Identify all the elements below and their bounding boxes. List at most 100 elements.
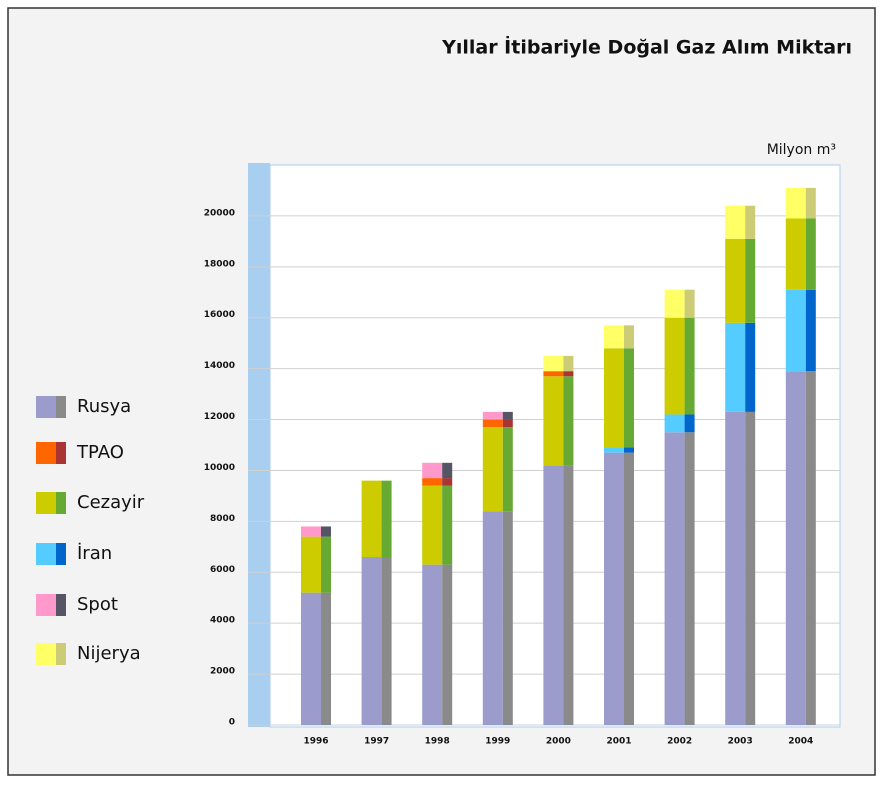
bar-face: [684, 414, 695, 433]
legend-label: Spot: [77, 594, 118, 615]
bar-face: [624, 325, 634, 349]
bar-face: [604, 452, 624, 725]
bar-segment: [422, 478, 453, 486]
bar-face: [442, 462, 453, 479]
y-tick-label: 12000: [204, 412, 235, 422]
bar-segment: [785, 218, 816, 290]
x-tick-label: 2000: [546, 737, 571, 747]
bar-face: [624, 447, 634, 453]
y-tick-label: 10000: [204, 463, 235, 473]
bar-face: [805, 187, 816, 219]
bar-segment: [422, 462, 453, 479]
bar-segment: [543, 371, 574, 377]
bar-face: [805, 289, 816, 372]
y-tick-label: 20000: [204, 208, 235, 218]
legend-label: Cezayir: [77, 492, 145, 513]
y-tick-label: 16000: [204, 310, 235, 320]
x-tick-label: 1998: [425, 737, 450, 747]
bar-segment: [482, 427, 513, 512]
y-tick-label: 2000: [210, 667, 235, 677]
bar-face: [624, 452, 634, 725]
bar-segment: [604, 447, 634, 453]
bar-segment: [604, 452, 634, 725]
bar-segment: [725, 411, 756, 725]
bar-face: [664, 289, 685, 318]
x-tick-label: 1996: [303, 737, 328, 747]
bar-face: [301, 592, 321, 725]
bar-face: [604, 447, 624, 453]
bar-face: [563, 376, 574, 466]
bar-segment: [664, 289, 695, 318]
bar-face: [422, 478, 443, 486]
bar-face: [664, 432, 685, 725]
bar-face: [785, 187, 806, 219]
bar-segment: [482, 411, 513, 420]
y-tick-label: 18000: [204, 259, 235, 269]
bar-segment: [604, 348, 634, 448]
bar-face: [725, 411, 746, 725]
bar-face: [502, 427, 513, 512]
bar-face: [482, 419, 503, 428]
bar-face: [321, 536, 331, 593]
x-tick-label: 1997: [364, 737, 389, 747]
legend-label: Nijerya: [77, 643, 141, 664]
bar-face: [482, 511, 503, 725]
bar-face: [725, 322, 746, 412]
bar-face: [543, 465, 564, 725]
bar-segment: [664, 414, 695, 433]
bar-face: [664, 317, 685, 415]
bar-face: [725, 205, 746, 239]
legend-swatch: [56, 594, 66, 616]
bar-face: [664, 414, 685, 433]
bar-segment: [361, 557, 392, 725]
bar-face: [422, 462, 443, 479]
bar-segment: [543, 465, 574, 725]
bar-segment: [422, 485, 453, 565]
bar-segment: [725, 322, 756, 412]
legend-swatch: [56, 643, 66, 665]
y-tick-label: 6000: [210, 565, 235, 575]
bar-face: [745, 238, 756, 323]
bar-face: [442, 478, 453, 486]
x-tick-label: 2004: [788, 737, 813, 747]
bar-face: [604, 348, 624, 448]
legend-swatch: [36, 442, 56, 464]
x-tick-label: 2003: [728, 737, 753, 747]
bar-segment: [301, 536, 331, 593]
bar-segment: [543, 355, 574, 372]
bar-face: [745, 205, 756, 239]
bar-face: [684, 289, 695, 318]
legend-swatch: [36, 643, 56, 665]
bar-face: [563, 355, 574, 372]
bar-segment: [725, 205, 756, 239]
bar-segment: [301, 526, 331, 537]
legend-swatch: [36, 594, 56, 616]
legend-swatch: [36, 543, 56, 565]
bar-segment: [664, 317, 695, 415]
bar-face: [301, 526, 321, 537]
bar-face: [442, 564, 453, 725]
bar-face: [745, 411, 756, 725]
bar-segment: [725, 238, 756, 323]
bar-segment: [785, 289, 816, 372]
bar-segment: [361, 480, 392, 557]
bar-face: [321, 526, 331, 537]
legend-swatch: [56, 492, 66, 514]
bar-face: [301, 536, 321, 593]
bar-face: [442, 485, 453, 565]
bar-face: [381, 480, 392, 557]
bar-face: [785, 289, 806, 372]
bar-face: [785, 371, 806, 725]
bar-segment: [543, 376, 574, 466]
bar-segment: [482, 511, 513, 725]
bar-face: [381, 557, 392, 725]
bar-face: [543, 355, 564, 372]
bar-face: [543, 376, 564, 466]
bar-face: [684, 432, 695, 725]
bar-face: [805, 218, 816, 290]
bar-segment: [482, 419, 513, 428]
legend-label: İran: [77, 543, 112, 564]
bar-face: [482, 411, 503, 420]
bar-face: [725, 238, 746, 323]
bar-face: [785, 218, 806, 290]
